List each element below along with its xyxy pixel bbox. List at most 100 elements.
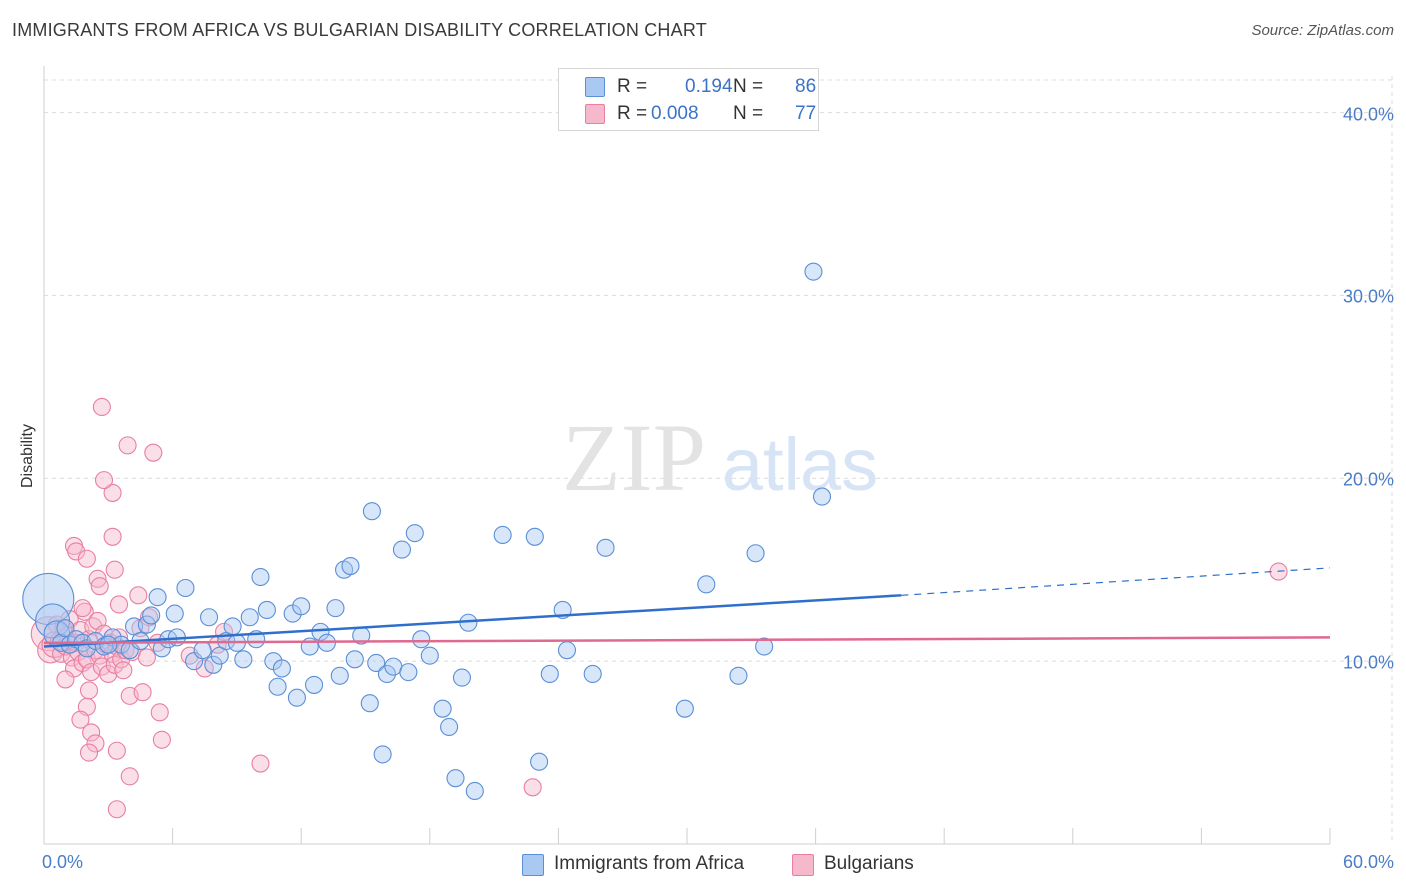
trend-lines xyxy=(43,567,1331,648)
africa-point xyxy=(234,650,253,669)
africa-point xyxy=(433,699,452,718)
bulgarians-swatch xyxy=(792,854,814,876)
africa-point xyxy=(399,663,418,682)
y-tick-label: 20.0% xyxy=(1342,469,1394,490)
africa-point xyxy=(804,262,823,281)
africa-point xyxy=(583,664,602,683)
africa-point xyxy=(729,666,748,685)
bulgarians-point xyxy=(86,734,105,753)
africa-point xyxy=(540,664,559,683)
africa-point xyxy=(812,487,832,506)
africa-point xyxy=(373,745,392,764)
africa-point xyxy=(493,525,512,545)
legend-r-value: 0.194 xyxy=(685,76,733,97)
africa-point xyxy=(360,694,379,713)
africa-point xyxy=(193,641,212,660)
africa-point xyxy=(268,677,287,696)
bulgarians-point xyxy=(103,527,122,546)
bulgarians-point xyxy=(90,577,109,596)
africa-point xyxy=(311,622,330,641)
bulgarians-point xyxy=(94,471,114,490)
bulgarians-point xyxy=(129,586,148,605)
bulgarians-point xyxy=(120,767,139,786)
legend-n-label: N = xyxy=(733,103,764,124)
chart-title: IMMIGRANTS FROM AFRICA VS BULGARIAN DISA… xyxy=(12,20,707,40)
africa-point xyxy=(341,557,360,576)
africa-point xyxy=(675,699,694,718)
bulgarians-point xyxy=(77,549,96,568)
africa-point xyxy=(240,608,259,627)
africa-point xyxy=(557,641,577,660)
bulgarians-point xyxy=(107,741,126,760)
africa-point xyxy=(746,544,765,563)
africa-point xyxy=(412,630,431,649)
africa-point xyxy=(420,646,439,665)
bulgarians-point xyxy=(523,778,542,797)
africa-point xyxy=(384,657,403,676)
bulgarians-point xyxy=(99,664,118,683)
bulgarians-point xyxy=(137,648,156,667)
africa-swatch xyxy=(522,854,544,876)
africa-point xyxy=(330,666,349,685)
africa-legend-label: Immigrants from Africa xyxy=(554,853,745,874)
bulgarians-point xyxy=(88,569,107,588)
bulgarians-trend-line xyxy=(43,636,1331,645)
bulgarians-point xyxy=(105,560,124,579)
africa-point xyxy=(345,650,364,669)
y-tick-label: 40.0% xyxy=(1342,104,1394,125)
africa-point xyxy=(142,606,161,625)
legend-swatch-blue xyxy=(585,77,605,97)
legend-n-label: N = xyxy=(733,76,764,97)
africa-point xyxy=(287,688,306,707)
africa-point xyxy=(405,524,424,543)
africa-point xyxy=(165,604,184,623)
legend-n-value: 77 xyxy=(795,103,817,124)
africa-point xyxy=(446,769,465,788)
bulgarians-point xyxy=(56,670,75,689)
africa-points xyxy=(22,262,832,801)
africa-point xyxy=(292,597,311,616)
watermark: ZIP atlas xyxy=(562,404,878,511)
bulgarians-point xyxy=(114,661,133,680)
africa-point xyxy=(204,655,223,674)
bulgarians-point xyxy=(118,436,137,455)
bulgarians-point xyxy=(103,483,122,502)
watermark-atlas: atlas xyxy=(722,423,878,506)
legend-r-label: R = xyxy=(617,76,648,97)
bulgarians-point xyxy=(152,730,171,749)
bulgarians-point xyxy=(79,743,99,762)
africa-point xyxy=(176,578,195,598)
africa-point xyxy=(305,675,324,694)
africa-point xyxy=(251,567,270,587)
y-tick-label: 30.0% xyxy=(1342,286,1394,307)
africa-point xyxy=(223,617,242,636)
bulgarians-point xyxy=(79,681,99,700)
bulgarians-legend-label: Bulgarians xyxy=(824,853,914,874)
africa-point xyxy=(440,717,459,737)
africa-point xyxy=(137,615,156,634)
africa-point xyxy=(755,637,774,656)
bulgarians-point xyxy=(150,703,169,722)
bulgarians-point xyxy=(144,443,163,462)
bulgarians-point xyxy=(92,397,111,417)
africa-point xyxy=(148,588,167,607)
africa-point xyxy=(257,600,276,619)
x-tick-label-min: 0.0% xyxy=(42,852,84,872)
africa-point xyxy=(272,659,291,678)
bulgarians-point xyxy=(251,754,270,773)
africa-point xyxy=(596,538,615,557)
africa-point xyxy=(465,781,484,801)
bulgarians-point xyxy=(109,595,129,614)
bulgarians-point xyxy=(67,542,86,561)
series-legend: Immigrants from Africa Bulgarians xyxy=(0,852,1406,878)
africa-point xyxy=(377,664,396,683)
africa-point xyxy=(530,752,549,771)
legend-r-label: R = xyxy=(617,103,648,124)
africa-trend-line xyxy=(43,594,902,648)
africa-point xyxy=(326,599,345,618)
africa-point xyxy=(697,575,716,594)
x-tick-label-max: 60.0% xyxy=(1342,852,1394,872)
bulgarians-point xyxy=(133,683,152,702)
africa-point xyxy=(452,668,472,687)
